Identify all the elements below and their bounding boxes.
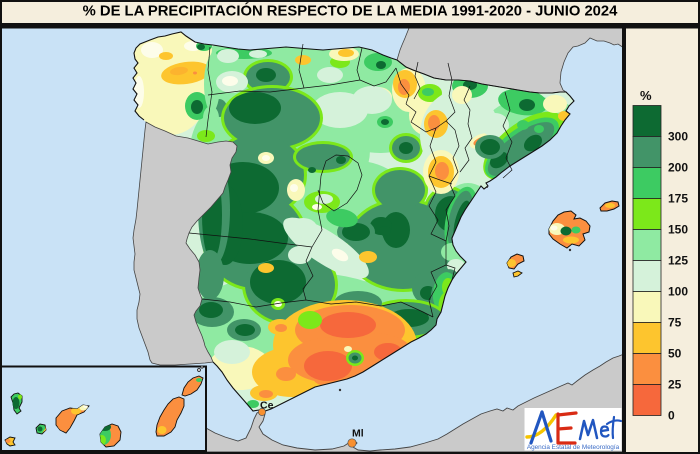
svg-text:Ce: Ce xyxy=(260,400,274,412)
svg-text:100: 100 xyxy=(668,285,688,299)
svg-text:175: 175 xyxy=(668,192,688,206)
svg-text:Agencia Estatal de Meteorologí: Agencia Estatal de Meteorología xyxy=(527,444,620,451)
svg-text:0: 0 xyxy=(668,409,675,423)
svg-text:%: % xyxy=(640,88,652,103)
svg-text:200: 200 xyxy=(668,161,688,175)
svg-text:Ml: Ml xyxy=(352,428,364,440)
svg-text:% DE LA PRECIPITACIÓN RESPECTO: % DE LA PRECIPITACIÓN RESPECTO DE LA MED… xyxy=(83,2,619,20)
svg-text:125: 125 xyxy=(668,254,688,268)
svg-text:75: 75 xyxy=(668,316,682,330)
svg-text:50: 50 xyxy=(668,347,682,361)
svg-text:300: 300 xyxy=(668,130,688,144)
svg-text:25: 25 xyxy=(668,378,682,392)
svg-text:150: 150 xyxy=(668,223,688,237)
